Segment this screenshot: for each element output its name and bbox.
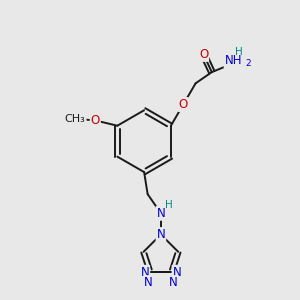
Text: N: N [169,276,178,289]
Text: N: N [140,266,149,279]
Text: O: O [178,98,188,111]
Text: NH: NH [225,54,242,68]
Text: O: O [199,48,208,61]
Text: N: N [157,228,165,241]
Text: N: N [172,266,181,279]
Text: H: H [235,46,243,56]
Text: CH₃: CH₃ [65,114,85,124]
Text: O: O [91,114,100,127]
Text: N: N [144,276,153,289]
Text: N: N [157,207,165,220]
Text: H: H [165,200,173,210]
Text: 2: 2 [246,59,251,68]
